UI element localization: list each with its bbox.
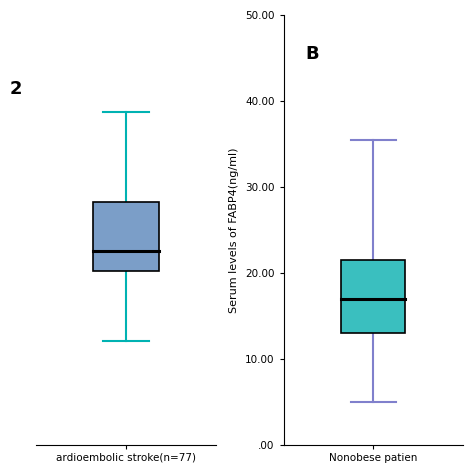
Text: 2: 2 <box>9 80 22 98</box>
Text: B: B <box>305 45 319 63</box>
FancyBboxPatch shape <box>341 260 405 333</box>
Y-axis label: Serum levels of FABP4(ng/ml): Serum levels of FABP4(ng/ml) <box>229 147 239 312</box>
FancyBboxPatch shape <box>92 202 159 272</box>
